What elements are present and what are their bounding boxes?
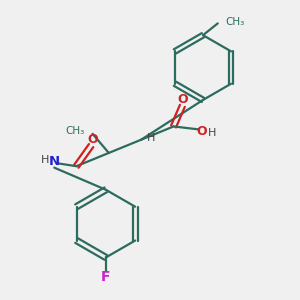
Text: H: H xyxy=(41,155,50,165)
Text: CH₃: CH₃ xyxy=(65,126,84,136)
Text: O: O xyxy=(178,93,188,106)
Text: O: O xyxy=(197,125,207,138)
Text: H: H xyxy=(208,128,216,138)
Text: N: N xyxy=(49,155,60,168)
Text: O: O xyxy=(87,133,98,146)
Text: H: H xyxy=(146,133,155,143)
Text: F: F xyxy=(101,270,111,284)
Text: CH₃: CH₃ xyxy=(225,17,244,27)
